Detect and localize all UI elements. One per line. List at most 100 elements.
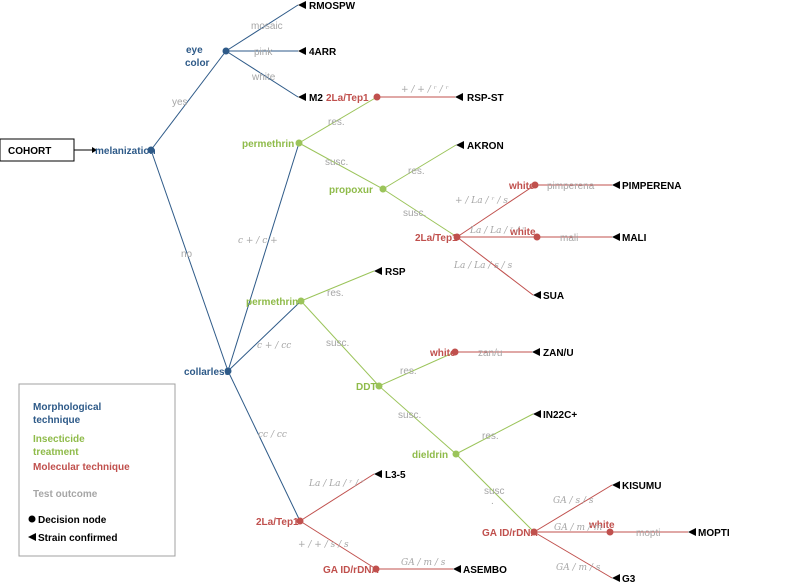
node-label-dieldrin: dieldrin (412, 450, 448, 461)
decision-node (298, 298, 305, 305)
outcome-label: pink (254, 47, 273, 58)
genotype-label: c + / cc (257, 341, 291, 351)
genotype-label: La / La / s / s (453, 261, 513, 271)
outcome-label: zan/u (478, 348, 502, 359)
outcome-label: white (251, 72, 276, 83)
outcome-label: res. (328, 117, 345, 128)
strain-arrow-icon (456, 141, 464, 149)
cohort-label: COHORT (8, 146, 51, 157)
strain-arrow-icon (533, 410, 541, 418)
edge-melanization-collarless (151, 150, 228, 371)
outcome-label: susc. (398, 410, 421, 421)
decision-node (296, 140, 303, 147)
strain-arrow-icon (374, 267, 382, 275)
outcome-label: mopti (636, 528, 660, 539)
strain-label: G3 (622, 574, 636, 585)
node-label-gaid: GA ID/rDNA (482, 528, 538, 539)
strain-arrow-icon (688, 528, 696, 536)
legend-insecticide: Insecticide (33, 434, 85, 445)
node-label-tep: 2La/Tep1 (415, 233, 458, 244)
decision-node (374, 94, 381, 101)
legend-test-outcome: Test outcome (33, 489, 98, 500)
decision-node (380, 186, 387, 193)
node-label-ddt: DDT (356, 382, 377, 393)
genotype-label: GA / m / m (554, 523, 602, 533)
strain-label: RSP-ST (467, 93, 504, 104)
legend-strain-confirmed: Strain confirmed (38, 533, 117, 544)
node-label-white: white (508, 181, 535, 192)
legend-morphological: Morphological (33, 402, 102, 413)
strain-label: 4ARR (309, 47, 337, 58)
edge-collarless-tep (228, 371, 300, 521)
node-label-melanization: melanization (95, 146, 156, 157)
outcome-label: susc. (326, 338, 349, 349)
outcome-label: yes (172, 97, 188, 108)
strain-label: MOPTI (698, 528, 730, 539)
outcome-label: mali (560, 233, 578, 244)
node-label-eye: eye (186, 45, 203, 56)
genotype-label: La / La / ʳ / ʳ (469, 226, 525, 236)
strain-arrow-icon (612, 574, 620, 582)
strain-label: RMOSPW (309, 1, 356, 12)
strain-label: MALI (622, 233, 647, 244)
genotype-label: GA / m / s (556, 563, 601, 573)
legend-molecular: Molecular technique (33, 462, 130, 473)
outcome-label: res. (482, 431, 499, 442)
outcome-label: susc. (325, 157, 348, 168)
node-label-permethrin: permethrin (246, 297, 298, 308)
outcome-label: susc. (403, 208, 426, 219)
strain-arrow-icon (612, 481, 620, 489)
strain-label: KISUMU (622, 481, 661, 492)
legend-morphological-2: technique (33, 415, 81, 426)
strain-arrow-icon (298, 47, 306, 55)
legend-node-icon (29, 516, 36, 523)
strain-arrow-icon (612, 181, 620, 189)
genotype-label: GA / s / s (553, 496, 594, 506)
strain-arrow-icon (455, 93, 463, 101)
node-label-gaid: GA ID/rDNA (323, 565, 379, 576)
outcome-label: res. (408, 166, 425, 177)
strain-label: ZAN/U (543, 348, 574, 359)
strain-label: ASEMBO (463, 565, 507, 576)
outcome-label: res. (327, 288, 344, 299)
outcome-label: mosaic (251, 21, 283, 32)
decision-node (453, 451, 460, 458)
strain-label: RSP (385, 267, 406, 278)
outcome-label: pimperena (547, 181, 595, 192)
strain-label: M2 (309, 93, 323, 104)
genotype-label: + / + / s / s (298, 540, 349, 550)
node-label-white: white (429, 348, 456, 359)
strain-arrow-icon (532, 348, 540, 356)
outcome-label: . (491, 496, 494, 507)
outcome-label: susc (484, 486, 505, 497)
node-label-tep: 2La/Tep1 (256, 517, 299, 528)
strain-arrow-icon (533, 291, 541, 299)
strain-arrow-icon (298, 93, 306, 101)
genotype-label: cc / cc (258, 430, 287, 440)
genotype-label: + / La / ʳ / s (455, 196, 508, 206)
strain-label: PIMPERENA (622, 181, 681, 192)
strain-arrow-icon (298, 1, 306, 9)
strain-arrow-icon (453, 565, 461, 573)
strain-label: IN22C+ (543, 410, 577, 421)
legend-decision-node: Decision node (38, 515, 107, 526)
node-label-color: color (185, 58, 210, 69)
genotype-label: c + / c + (238, 236, 278, 246)
strain-label: AKRON (467, 141, 504, 152)
outcome-label: res. (400, 366, 417, 377)
node-label-permethrin: permethrin (242, 139, 294, 150)
legend-insecticide-2: treatment (33, 447, 79, 458)
genotype-label: La / La / ʳ / ʳ (308, 479, 364, 489)
genotype-label: + / + / ʳ / ʳ (401, 85, 449, 95)
decision-node (223, 48, 230, 55)
outcome-label: no (181, 249, 193, 260)
strain-label: L3-5 (385, 470, 406, 481)
genotype-label: GA / m / s (401, 558, 446, 568)
node-label-propoxur: propoxur (329, 185, 373, 196)
strain-label: SUA (543, 291, 564, 302)
strain-arrow-icon (612, 233, 620, 241)
strain-arrow-icon (374, 470, 382, 478)
node-label-tep: 2La/Tep1 (326, 93, 369, 104)
node-label-collarless: collarless (184, 367, 231, 378)
